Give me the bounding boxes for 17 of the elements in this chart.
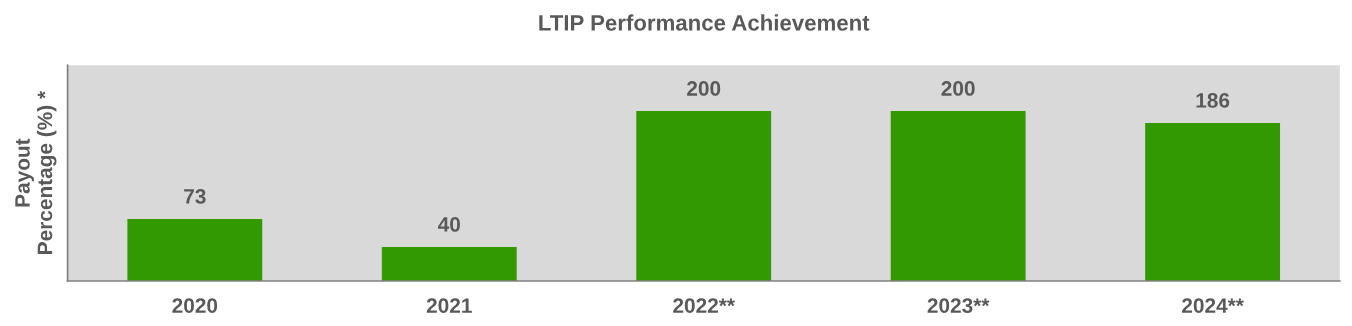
bar: [890, 111, 1026, 282]
data-label: 73: [184, 189, 206, 204]
x-tick-label: 2024**: [1182, 298, 1244, 313]
bar: [1145, 122, 1281, 282]
bar: [127, 218, 263, 282]
x-tick-label: 2022**: [673, 298, 735, 313]
y-axis-title: Payout Percentage (%) *: [15, 90, 57, 254]
bar: [381, 247, 517, 282]
bar: [636, 111, 772, 282]
x-tick-label: 2023**: [927, 298, 990, 314]
data-label: 200: [941, 81, 975, 96]
data-label: 40: [438, 217, 460, 232]
data-label: 186: [1196, 92, 1230, 108]
chart-title: LTIP Performance Achievement: [539, 14, 870, 31]
data-label: 200: [687, 81, 721, 96]
x-tick-label: 2020: [172, 298, 218, 313]
x-tick-label: 2021: [426, 298, 472, 313]
